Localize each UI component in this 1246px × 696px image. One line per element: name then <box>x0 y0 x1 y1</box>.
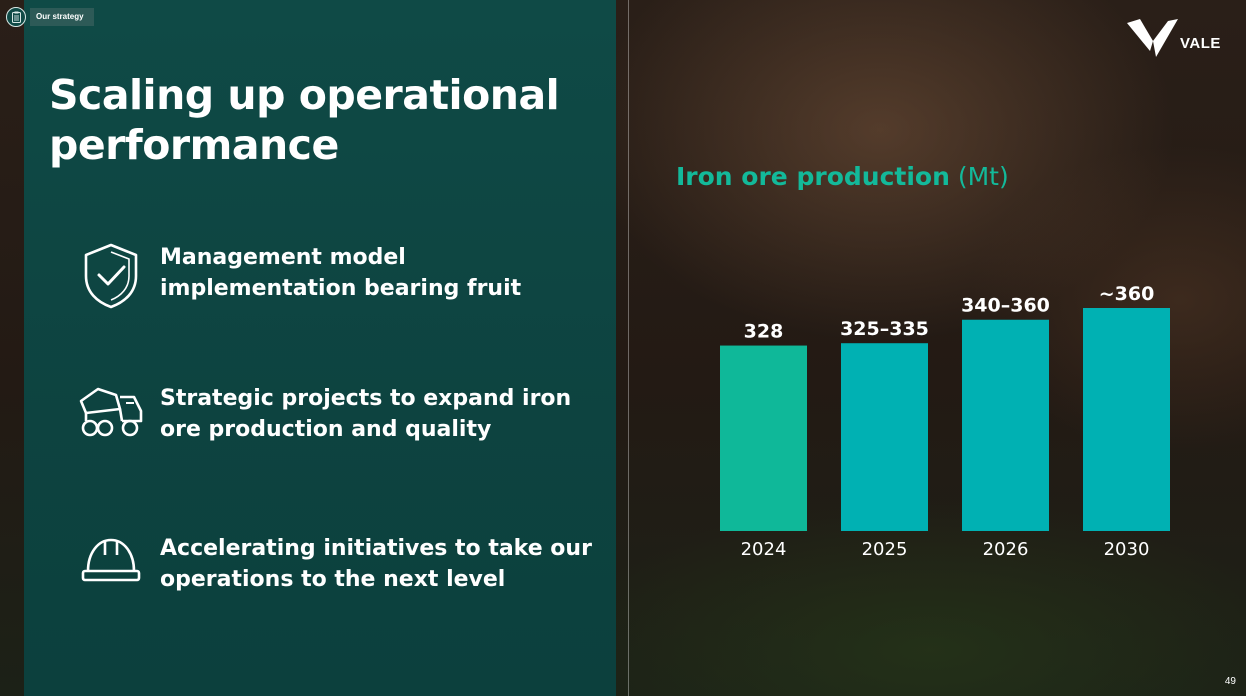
bar-2025 <box>841 343 928 531</box>
vale-logo <box>1126 17 1236 59</box>
point-text: Management model implementation bearing … <box>160 245 522 301</box>
chart-title-main: Iron ore production <box>676 162 950 191</box>
production-bar-chart: 328 2024 325–335 2025 340–360 2026 ~360 2030 <box>720 283 1170 560</box>
clipboard-icon <box>6 7 26 27</box>
vale-logo-text: VALE <box>1180 35 1221 52</box>
x-tick-label-2030: 2030 <box>1104 539 1150 560</box>
panel-divider <box>628 0 629 696</box>
chart-title-unit: (Mt) <box>957 162 1009 191</box>
section-badge: Our strategy <box>6 7 94 27</box>
bar-2030 <box>1083 308 1170 531</box>
chart-title: Iron ore production (Mt) <box>676 160 1009 194</box>
hard-hat-icon <box>78 533 144 603</box>
x-tick-label-2026: 2026 <box>983 539 1029 560</box>
x-tick-label-2025: 2025 <box>862 539 908 560</box>
section-badge-label: Our strategy <box>30 8 94 26</box>
bar-2026 <box>962 319 1049 531</box>
page-title: Scaling up operational performance <box>49 71 560 169</box>
point-accelerating-initiatives: Accelerating initiatives to take our ope… <box>78 533 598 613</box>
point-strategic-projects: Strategic projects to expand iron ore pr… <box>78 383 598 463</box>
data-label-2024: 328 <box>744 321 784 343</box>
page-number: 49 <box>1224 676 1236 687</box>
shield-check-icon <box>78 242 144 312</box>
point-text: Accelerating initiatives to take our ope… <box>160 536 592 592</box>
data-label-2025: 325–335 <box>840 318 929 340</box>
mining-truck-icon <box>78 383 144 453</box>
point-text: Strategic projects to expand iron ore pr… <box>160 386 572 442</box>
data-label-2026: 340–360 <box>961 295 1050 317</box>
bar-2024 <box>720 345 807 531</box>
point-management-model: Management model implementation bearing … <box>78 242 598 322</box>
data-label-2030: ~360 <box>1099 283 1155 305</box>
x-tick-label-2024: 2024 <box>741 539 787 560</box>
